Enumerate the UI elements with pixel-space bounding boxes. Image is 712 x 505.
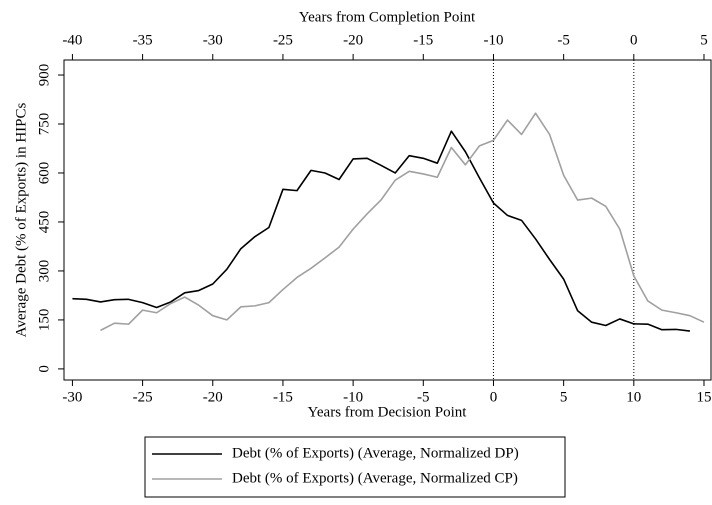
x-tick-label: 10 [626,389,641,405]
x2-tick-label: -10 [483,32,503,48]
y-tick-label: 300 [36,260,52,283]
x-tick-label: 15 [696,389,711,405]
x2-tick-label: -5 [557,32,570,48]
x2-tick-label: -40 [62,32,82,48]
x-tick-label: -30 [62,389,82,405]
x2-tick-label: -35 [133,32,153,48]
y-tick-label: 750 [36,113,52,136]
x2-tick-label: -15 [413,32,433,48]
x-axis-title: Years from Decision Point [308,404,468,420]
legend-box [144,436,566,498]
x-tick-label: -20 [203,389,223,405]
x2-tick-label: -30 [203,32,223,48]
legend-label: Debt (% of Exports) (Average, Normalized… [232,445,519,461]
data-line [100,112,705,332]
data-line [72,130,691,332]
y-tick-label: 150 [36,309,52,332]
y-tick-label: 600 [36,162,52,185]
x-tick-label: -5 [417,389,430,405]
plot-frame [63,59,712,381]
x-tick-label: 0 [490,389,498,405]
y-tick-label: 0 [36,365,52,373]
x2-axis-title: Years from Completion Point [299,9,476,25]
y-tick-label: 900 [36,64,52,87]
x-tick-label: -10 [343,389,363,405]
x2-tick-label: 0 [630,32,638,48]
x2-tick-label: -20 [343,32,363,48]
x-tick-label: -15 [273,389,293,405]
legend-label: Debt (% of Exports) (Average, Normalized… [232,470,518,486]
y-axis-title: Average Debt (% of Exports) in HIPCs [13,103,29,338]
y-tick-label: 450 [36,211,52,234]
x2-tick-label: 5 [700,32,708,48]
x-tick-label: 5 [560,389,568,405]
x-tick-label: -25 [133,389,153,405]
x2-tick-label: -25 [273,32,293,48]
